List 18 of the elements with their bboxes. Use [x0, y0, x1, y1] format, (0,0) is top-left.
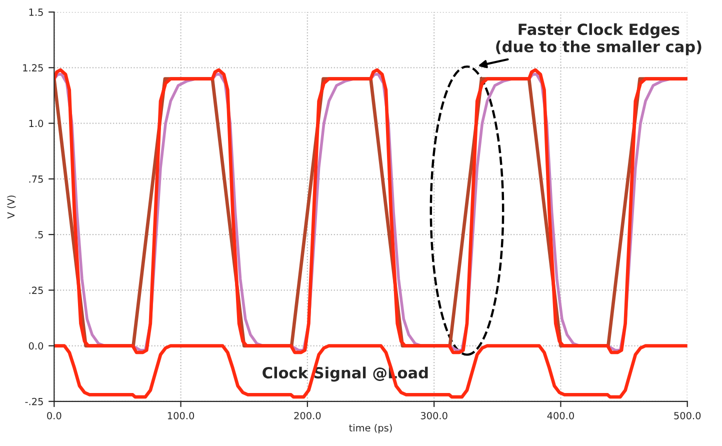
x-axis-title: time (ps) — [349, 424, 392, 434]
y-tick-label: .25 — [29, 286, 43, 294]
y-tick-label: 1.0 — [29, 120, 44, 128]
x-tick-label: 0.0 — [47, 412, 62, 420]
y-axis-title: V (V) — [7, 196, 16, 219]
x-tick-label: 400.0 — [547, 412, 574, 420]
x-tick-label: 300.0 — [420, 412, 448, 420]
x-tick-label: 500.0 — [674, 412, 701, 420]
y-tick-label: 1.25 — [23, 64, 43, 72]
y-tick-label: 1.5 — [29, 8, 43, 16]
x-tick-label: 200.0 — [294, 412, 321, 420]
annotation: Faster Clock Edges (due to the smaller cap) — [496, 23, 702, 56]
line-series — [54, 344, 688, 399]
x-tick-label: 100.0 — [168, 412, 194, 420]
y-tick-label: -.25 — [25, 398, 43, 406]
y-tick-label: .75 — [29, 176, 43, 183]
y-tick-label: .5 — [35, 231, 43, 238]
y-tick-label: 0.0 — [28, 342, 44, 350]
